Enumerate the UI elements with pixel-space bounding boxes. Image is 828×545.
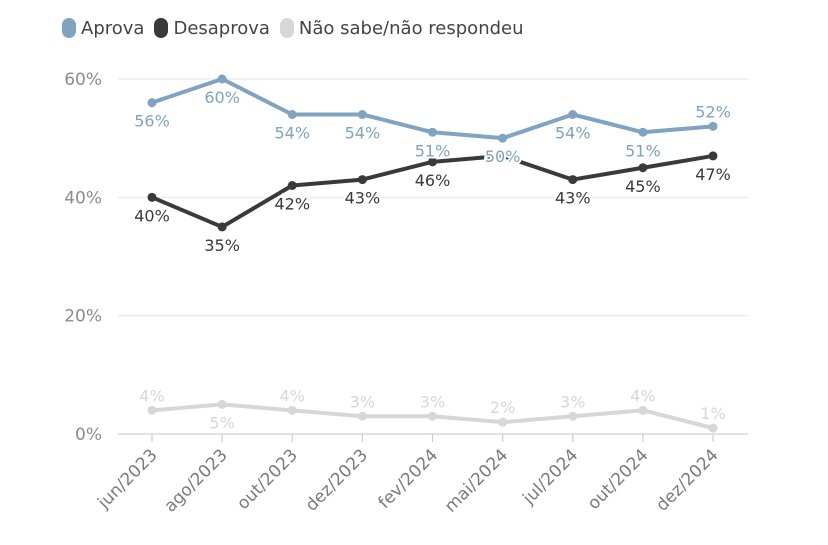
data-point [147,192,157,202]
data-label: 3% [350,392,375,411]
data-point [357,411,367,421]
data-point [568,175,578,185]
data-label: 4% [139,386,164,405]
data-point [638,405,648,415]
data-point [708,121,718,131]
data-point [287,405,297,415]
data-point [638,163,648,173]
data-point [287,181,297,190]
x-tick-label: mai/2024 [441,445,512,516]
x-tick-label: jul/2024 [518,445,582,509]
data-point [217,399,227,409]
data-point [428,157,437,167]
data-label: 42% [274,195,310,214]
legend-swatch [62,18,76,38]
series-group [147,74,718,433]
y-axis: 0% 20% 40% 60% [64,70,102,445]
data-label: 35% [204,236,240,255]
data-label: 3% [560,392,585,411]
data-point [217,222,227,232]
data-point [147,98,157,108]
data-label: 54% [274,124,310,143]
legend-item-2[interactable]: Não sabe/não respondeu [279,17,524,39]
data-point [498,417,508,427]
data-point [638,127,648,137]
legend-label: Aprova [81,17,145,39]
y-tick-label: 60% [64,70,102,90]
data-label: 4% [280,386,305,405]
legend-label: Não sabe/não respondeu [298,17,524,39]
data-label: 1% [700,404,725,423]
data-point [357,175,367,185]
data-label: 4% [630,386,655,405]
data-point [498,133,508,143]
data-label: 40% [134,206,170,225]
data-label: 46% [415,171,451,190]
data-label: 52% [695,102,731,121]
data-point [708,423,718,433]
data-label: 56% [134,112,170,131]
data-label: 3% [420,392,445,411]
x-tick-label: dez/2024 [652,445,722,515]
data-point [428,411,437,421]
data-label: 47% [695,165,731,184]
x-tick-label: out/2023 [233,445,301,513]
data-label: 51% [625,141,661,160]
data-label: 50% [485,147,521,166]
data-point [287,110,297,119]
legend-item-0[interactable]: Aprova [62,18,144,39]
data-label: 45% [625,177,661,196]
data-label: 43% [345,189,381,208]
data-label: 60% [204,88,240,107]
x-tick-label: out/2024 [584,445,652,513]
y-tick-label: 20% [64,307,102,327]
data-point [568,411,578,421]
y-tick-label: 0% [75,425,102,445]
legend-swatch [154,18,169,38]
data-label: 43% [555,189,591,208]
x-tick-label: ago/2023 [161,445,232,516]
data-point [568,110,578,119]
x-tick-label: fev/2024 [375,445,443,513]
x-tick-label: dez/2023 [302,445,372,515]
legend-label: Desaprova [173,17,270,39]
data-labels: 56% 60% 54% 54% 51% 50% 54% 51% 52% 40% 35% 42% 43% 4… [132,86,733,434]
legend-item-1[interactable]: Desaprova [154,17,270,39]
legend: Aprova Desaprova Não sabe/não respondeu [62,15,524,41]
data-label: 51% [415,141,451,160]
data-point [708,151,718,161]
data-label: 2% [490,398,515,417]
data-label: 54% [345,124,381,143]
data-label: 54% [555,124,591,143]
data-label: 5% [209,413,234,432]
x-tick-label: jun/2023 [93,445,161,513]
legend-swatch [279,18,294,38]
data-point [428,127,437,137]
y-tick-label: 40% [64,188,102,208]
data-point [498,151,508,161]
data-point [357,110,367,119]
data-point [147,405,157,415]
data-point [217,74,227,84]
